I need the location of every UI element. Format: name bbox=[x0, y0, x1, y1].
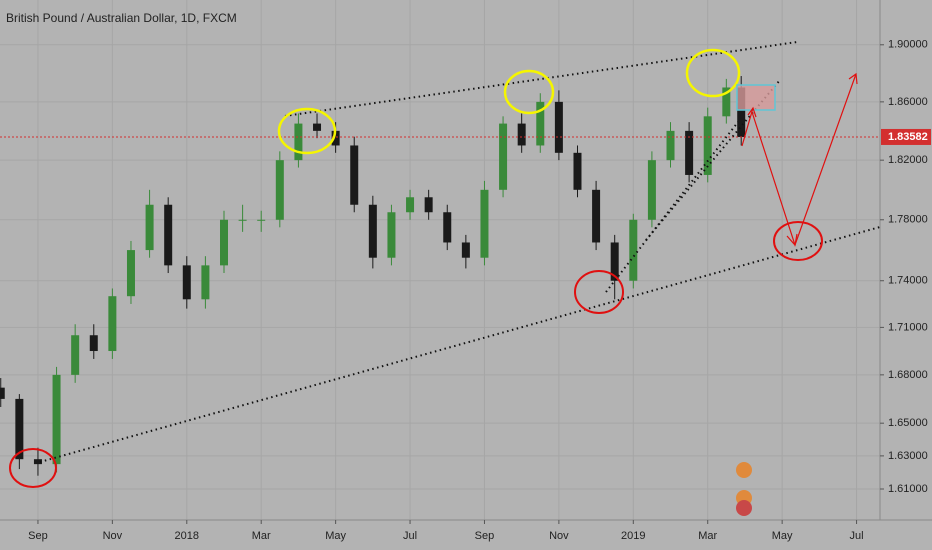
arrow-head bbox=[747, 106, 757, 118]
candle-body bbox=[499, 123, 508, 190]
candle-body bbox=[52, 374, 61, 465]
candle-body bbox=[424, 197, 433, 213]
y-tick-label: 1.63000 bbox=[888, 450, 928, 462]
candle-body bbox=[164, 204, 173, 266]
x-tick-label: May bbox=[325, 530, 346, 542]
lower-trendline bbox=[39, 226, 881, 463]
candle-body bbox=[629, 219, 638, 281]
upper-trendline bbox=[284, 41, 798, 117]
candle-body bbox=[703, 116, 712, 175]
candle-body bbox=[387, 212, 396, 258]
candle-body bbox=[294, 123, 303, 161]
candle-body bbox=[647, 160, 656, 220]
x-tick-label: 2018 bbox=[175, 530, 199, 542]
x-tick-label: Sep bbox=[475, 530, 495, 542]
annotations bbox=[9, 41, 881, 516]
candle-body bbox=[220, 219, 228, 266]
x-tick-label: Mar bbox=[698, 530, 717, 542]
inner-trendline bbox=[605, 121, 739, 293]
chart-title: British Pound / Australian Dollar, 1D, F… bbox=[6, 11, 237, 25]
candle-body bbox=[331, 130, 340, 146]
y-tick-label: 1.74000 bbox=[888, 275, 928, 287]
last-price-tag bbox=[881, 128, 931, 145]
y-tick-label: 1.82000 bbox=[888, 154, 928, 166]
x-tick-label: Jul bbox=[403, 530, 417, 542]
x-tick-label: Nov bbox=[103, 530, 123, 542]
candle-body bbox=[573, 152, 582, 190]
y-tick-label: 1.78000 bbox=[888, 214, 928, 226]
event-icon bbox=[736, 462, 752, 478]
candle-body bbox=[238, 219, 247, 221]
candle-body bbox=[443, 212, 452, 243]
arrow bbox=[741, 107, 754, 147]
x-tick-label: Mar bbox=[252, 530, 271, 542]
highlight bbox=[503, 69, 555, 115]
x-tick-label: 2019 bbox=[621, 530, 645, 542]
highlight bbox=[574, 270, 624, 314]
arrow-head bbox=[786, 233, 798, 247]
highlight bbox=[9, 448, 57, 488]
candle-body bbox=[685, 130, 694, 175]
highlight bbox=[685, 48, 741, 98]
x-tick-label: Jul bbox=[850, 530, 864, 542]
candle-body bbox=[257, 219, 266, 221]
y-tick-label: 1.90000 bbox=[888, 39, 928, 51]
last-price-label: 1.83582 bbox=[888, 131, 928, 143]
candle-body bbox=[406, 197, 415, 213]
candle-body bbox=[554, 101, 563, 153]
candle-body bbox=[722, 87, 731, 117]
candle-body bbox=[15, 398, 24, 460]
highlight bbox=[277, 107, 337, 155]
candle-body bbox=[71, 335, 80, 375]
candle-body bbox=[517, 123, 526, 146]
y-tick-label: 1.71000 bbox=[888, 321, 928, 333]
candle-body bbox=[89, 335, 98, 352]
x-tick-label: Sep bbox=[28, 530, 48, 542]
y-tick-label: 1.86000 bbox=[888, 96, 928, 108]
candle-body bbox=[461, 242, 470, 258]
candle-body bbox=[737, 87, 746, 137]
candle-body bbox=[313, 123, 322, 131]
candle-body bbox=[480, 189, 489, 258]
candle-body bbox=[275, 160, 284, 220]
y-tick-label: 1.68000 bbox=[888, 369, 928, 381]
axes: 1.90000 1.86000 1.82000 1.78000 1.74000 1.710… bbox=[28, 39, 931, 542]
x-tick-label: Nov bbox=[549, 530, 569, 542]
arrow-head bbox=[848, 72, 858, 85]
price-axis bbox=[880, 0, 932, 550]
candle-body bbox=[145, 204, 154, 251]
candle-body bbox=[592, 189, 601, 243]
candle-body bbox=[201, 265, 210, 300]
candle-body bbox=[126, 250, 135, 297]
candle-body bbox=[108, 296, 117, 352]
candle-body bbox=[33, 459, 42, 465]
highlight bbox=[773, 221, 823, 261]
y-tick-label: 1.65000 bbox=[888, 417, 928, 429]
x-tick-label: May bbox=[772, 530, 793, 542]
target-zone bbox=[736, 84, 776, 111]
candle-body bbox=[610, 242, 619, 281]
candle-body bbox=[0, 387, 5, 399]
candle-body bbox=[536, 101, 545, 146]
y-tick-label: 1.61000 bbox=[888, 483, 928, 495]
candle-body bbox=[350, 145, 359, 205]
candle-body bbox=[368, 204, 377, 258]
event-icon bbox=[736, 500, 752, 516]
candle-body bbox=[666, 130, 675, 161]
candle-body bbox=[182, 265, 191, 300]
